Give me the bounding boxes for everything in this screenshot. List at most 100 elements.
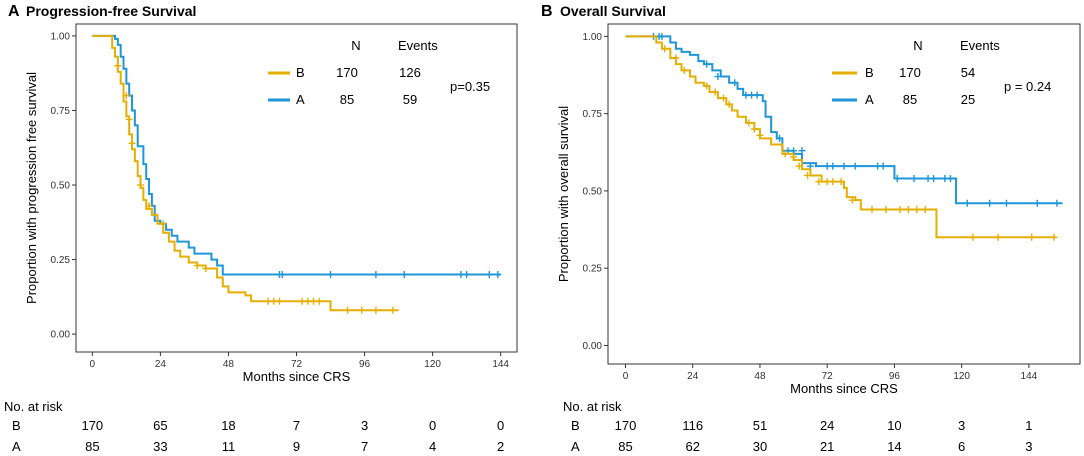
y-axis-label: Proportion with progression free surviva… — [24, 72, 39, 304]
risk-count: 21 — [820, 439, 834, 454]
x-tick-label: 120 — [424, 359, 441, 370]
risk-count: 7 — [361, 439, 368, 454]
censor-mark-b — [720, 94, 728, 102]
risk-count: 18 — [221, 418, 235, 433]
censor-mark-b — [389, 306, 397, 314]
censor-mark-b — [868, 205, 876, 213]
y-axis-label: Proportion with overall survival — [556, 106, 571, 282]
km-curve-b — [92, 34, 399, 312]
x-tick-label: 48 — [754, 371, 766, 382]
p-value: p = 0.24 — [1004, 79, 1051, 94]
legend-events: 59 — [403, 92, 417, 107]
censor-mark-b — [128, 139, 136, 147]
y-tick-label: 0.75 — [583, 109, 603, 120]
legend-n: 85 — [903, 92, 917, 107]
censor-mark-b — [344, 306, 352, 314]
x-tick-label: 24 — [687, 371, 699, 382]
censor-mark-b — [372, 306, 380, 314]
y-tick-label: 0.50 — [51, 181, 71, 192]
risk-group-label: B — [571, 418, 580, 433]
censor-mark-a — [879, 162, 887, 170]
x-tick-label: 0 — [90, 359, 96, 370]
risk-count: 0 — [429, 418, 436, 433]
legend-n: 170 — [899, 65, 921, 80]
censor-mark-b — [781, 150, 789, 158]
risk-count: 4 — [429, 439, 436, 454]
x-tick-label: 96 — [889, 371, 901, 382]
legend-n: 170 — [336, 65, 358, 80]
censor-mark-a — [327, 270, 335, 278]
censor-mark-a — [910, 175, 918, 183]
legend-header-n: N — [913, 38, 922, 53]
risk-count: 170 — [81, 418, 103, 433]
y-tick-label: 0.25 — [51, 255, 71, 266]
risk-count: 30 — [753, 439, 767, 454]
censor-mark-b — [680, 66, 688, 74]
censor-mark-b — [921, 205, 929, 213]
censor-mark-b — [661, 45, 669, 53]
panel-b: B Overall Survival 0.00 0.25 0.50 0.75 1.00 0 24… — [541, 3, 1081, 454]
risk-count: 85 — [85, 439, 99, 454]
censor-mark-a — [893, 175, 901, 183]
censor-mark-b — [122, 92, 130, 100]
risk-count: 10 — [887, 418, 901, 433]
censor-mark-a — [400, 270, 408, 278]
risk-group-label: A — [12, 439, 21, 454]
panel-a: A Progression-free Survival 0.00 0.25 0.50 0.… — [4, 3, 518, 454]
risk-count: 3 — [361, 418, 368, 433]
risk-count: 65 — [153, 418, 167, 433]
censor-mark-b — [114, 62, 122, 70]
x-tick-label: 96 — [359, 359, 371, 370]
risk-count: 2 — [497, 439, 504, 454]
censor-mark-b — [969, 233, 977, 241]
censor-mark-a — [1002, 199, 1010, 207]
panel-title: Overall Survival — [560, 3, 666, 19]
risk-count: 14 — [887, 439, 901, 454]
p-value: p=0.35 — [450, 79, 490, 94]
censor-mark-a — [840, 162, 848, 170]
censor-mark-a — [1033, 199, 1041, 207]
risk-count: 24 — [820, 418, 834, 433]
censor-mark-a — [485, 270, 493, 278]
y-tick-label: 0.50 — [583, 186, 603, 197]
censor-mark-b — [275, 297, 283, 305]
censor-mark-b — [882, 205, 890, 213]
legend-group: A — [296, 92, 305, 107]
censor-mark-b — [848, 196, 856, 204]
legend-group: B — [865, 65, 874, 80]
censor-mark-b — [994, 233, 1002, 241]
risk-table-header: No. at risk — [4, 399, 63, 414]
censor-mark-b — [837, 178, 845, 186]
legend-events: 25 — [961, 92, 975, 107]
censor-mark-a — [963, 199, 971, 207]
censor-mark-b — [725, 100, 733, 108]
risk-count: 62 — [685, 439, 699, 454]
censor-mark-a — [798, 147, 806, 155]
risk-count: 3 — [958, 418, 965, 433]
risk-group-label: A — [571, 439, 580, 454]
x-tick-label: 48 — [223, 359, 235, 370]
legend: N Events B 170 126 A 85 59 — [268, 38, 438, 107]
censor-mark-a — [829, 162, 837, 170]
censor-mark-b — [711, 88, 719, 96]
risk-count: 85 — [618, 439, 632, 454]
y-tick-label: 1.00 — [51, 31, 71, 42]
censor-mark-b — [829, 178, 837, 186]
x-tick-label: 144 — [1021, 371, 1038, 382]
risk-count: 3 — [1025, 439, 1032, 454]
legend: N Events B 170 54 A 85 25 — [832, 38, 1000, 107]
censor-mark-a — [986, 199, 994, 207]
censor-mark-a — [1053, 199, 1061, 207]
legend-group: A — [865, 92, 874, 107]
y-tick-label: 0.00 — [583, 341, 603, 352]
panel-letter: B — [541, 3, 553, 20]
censor-mark-b — [745, 119, 753, 127]
risk-count: 11 — [222, 439, 236, 454]
censor-mark-a — [714, 73, 722, 81]
legend-header-events: Events — [398, 38, 438, 53]
censor-mark-b — [750, 125, 758, 133]
censor-mark-a — [463, 270, 471, 278]
km-curve-b — [625, 35, 1055, 239]
risk-count: 9 — [293, 439, 300, 454]
